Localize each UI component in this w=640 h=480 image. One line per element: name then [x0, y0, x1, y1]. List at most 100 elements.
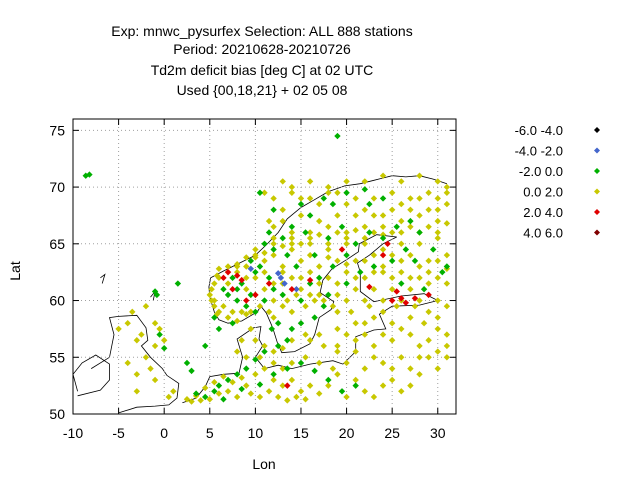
data-point [188, 367, 195, 375]
data-point [425, 337, 432, 344]
data-point [279, 217, 286, 225]
data-point [407, 195, 414, 202]
data-point [316, 280, 323, 287]
data-point [238, 374, 245, 381]
data-point [325, 274, 332, 282]
data-point [425, 223, 432, 230]
data-point [252, 268, 259, 276]
data-point [156, 325, 163, 333]
data-point [425, 189, 432, 196]
legend-marker [594, 168, 600, 174]
data-point [370, 263, 378, 270]
data-point [398, 178, 405, 185]
data-point [325, 376, 332, 384]
data-point [343, 393, 350, 401]
data-point [329, 200, 337, 208]
data-point [252, 308, 259, 316]
chart-title-line-3: Td2m deficit bias [deg C] at 02 UTC [151, 62, 374, 78]
data-point [334, 348, 341, 355]
data-point [407, 223, 414, 230]
data-point [151, 376, 159, 384]
data-point [211, 280, 218, 287]
data-point [197, 397, 204, 404]
data-point [288, 337, 296, 344]
data-point [233, 272, 241, 279]
data-point [352, 348, 359, 355]
data-point [288, 376, 296, 384]
data-point [261, 285, 268, 293]
data-point [279, 178, 286, 185]
data-point [407, 285, 414, 293]
data-point [306, 234, 314, 242]
data-point [297, 388, 305, 395]
data-point [352, 240, 359, 248]
data-point [325, 189, 332, 196]
data-point [174, 280, 182, 287]
data-point [270, 348, 277, 355]
data-point [443, 303, 451, 310]
data-point [434, 274, 441, 282]
data-point [288, 223, 296, 230]
data-point [352, 376, 359, 384]
data-point [153, 291, 161, 299]
data-point [320, 297, 327, 304]
data-point [297, 320, 305, 327]
data-point [238, 276, 245, 284]
data-point [334, 291, 341, 299]
data-point [279, 382, 286, 389]
data-point [297, 195, 305, 202]
data-point [170, 388, 177, 395]
data-point [388, 376, 396, 384]
data-point [370, 251, 378, 259]
data-point [379, 297, 387, 304]
data-point [343, 189, 350, 196]
data-point [398, 200, 405, 208]
data-point [370, 393, 378, 401]
data-point [233, 317, 241, 325]
data-point [379, 263, 387, 270]
data-point [352, 337, 359, 344]
data-point [398, 217, 405, 225]
y-tick-label: 50 [49, 406, 65, 422]
data-point [302, 396, 309, 403]
data-point [325, 246, 332, 253]
legend-label: -2.0 0.0 [519, 164, 563, 179]
data-point [343, 200, 350, 208]
data-point [270, 297, 277, 304]
data-point [388, 365, 396, 372]
data-point [270, 285, 277, 293]
data-point [398, 388, 405, 395]
data-point [398, 280, 405, 287]
data-point [274, 342, 282, 350]
data-point [393, 288, 400, 295]
coastline-segment [182, 236, 439, 404]
data-point [243, 310, 250, 318]
y-tick-label: 65 [49, 236, 65, 252]
data-point [416, 342, 423, 350]
data-point [156, 331, 163, 338]
legend-label: 2.0 4.0 [523, 205, 563, 220]
x-tick-label: 25 [384, 425, 400, 441]
data-point [434, 229, 441, 236]
data-point [224, 376, 232, 384]
data-point [388, 274, 396, 282]
data-point [261, 240, 268, 248]
data-point [224, 314, 232, 321]
data-point [443, 331, 451, 338]
data-points [82, 132, 451, 405]
legend-label: -6.0 -4.0 [515, 123, 563, 138]
data-point [252, 337, 259, 344]
data-point [434, 348, 441, 355]
data-point [343, 261, 350, 268]
data-point [306, 195, 314, 202]
data-point [379, 234, 387, 242]
data-point [252, 251, 259, 259]
data-point [370, 195, 378, 202]
data-point [388, 285, 396, 293]
data-point [238, 385, 245, 393]
data-point [124, 320, 131, 327]
data-point [407, 217, 414, 225]
data-point [202, 393, 209, 401]
data-point [388, 189, 396, 196]
data-point [247, 265, 255, 272]
